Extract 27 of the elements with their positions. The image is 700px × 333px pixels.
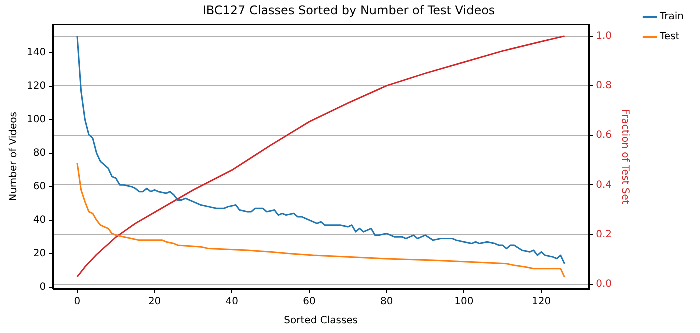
y2-tick-label: 0.2 xyxy=(596,229,612,240)
y-axis-title: Number of Videos xyxy=(8,112,20,202)
x-tick-label: 60 xyxy=(303,296,316,308)
y-tick-label: 120 xyxy=(26,80,46,92)
x-tick-label: 80 xyxy=(380,296,394,308)
y2-tick-label: 0.4 xyxy=(596,180,612,191)
x-tick-label: 20 xyxy=(148,296,162,308)
x-tick-label: 100 xyxy=(454,296,474,308)
y2-tick-label: 1.0 xyxy=(596,30,612,42)
y-tick-label: 100 xyxy=(26,114,46,126)
y-tick-label: 80 xyxy=(33,148,46,159)
y-tick-label: 60 xyxy=(33,181,46,192)
legend-label: Train xyxy=(659,12,684,23)
chart-title: IBC127 Classes Sorted by Number of Test Videos xyxy=(202,3,496,18)
y2-tick-label: 0.0 xyxy=(596,279,612,290)
x-axis-title: Sorted Classes xyxy=(284,316,358,327)
x-tick-label: 120 xyxy=(532,296,552,308)
y-tick-label: 0 xyxy=(40,282,46,293)
y-tick-label: 140 xyxy=(26,47,46,58)
x-tick-label: 40 xyxy=(226,296,239,308)
legend-label: Test xyxy=(659,32,680,43)
y-tick-label: 20 xyxy=(33,248,46,260)
x-tick-label: 0 xyxy=(74,296,81,308)
y2-axis-title: Fraction of Test Set xyxy=(619,109,630,204)
y-tick-label: 40 xyxy=(33,214,46,226)
y2-tick-label: 0.8 xyxy=(596,80,612,92)
y2-tick-label: 0.6 xyxy=(596,130,612,142)
